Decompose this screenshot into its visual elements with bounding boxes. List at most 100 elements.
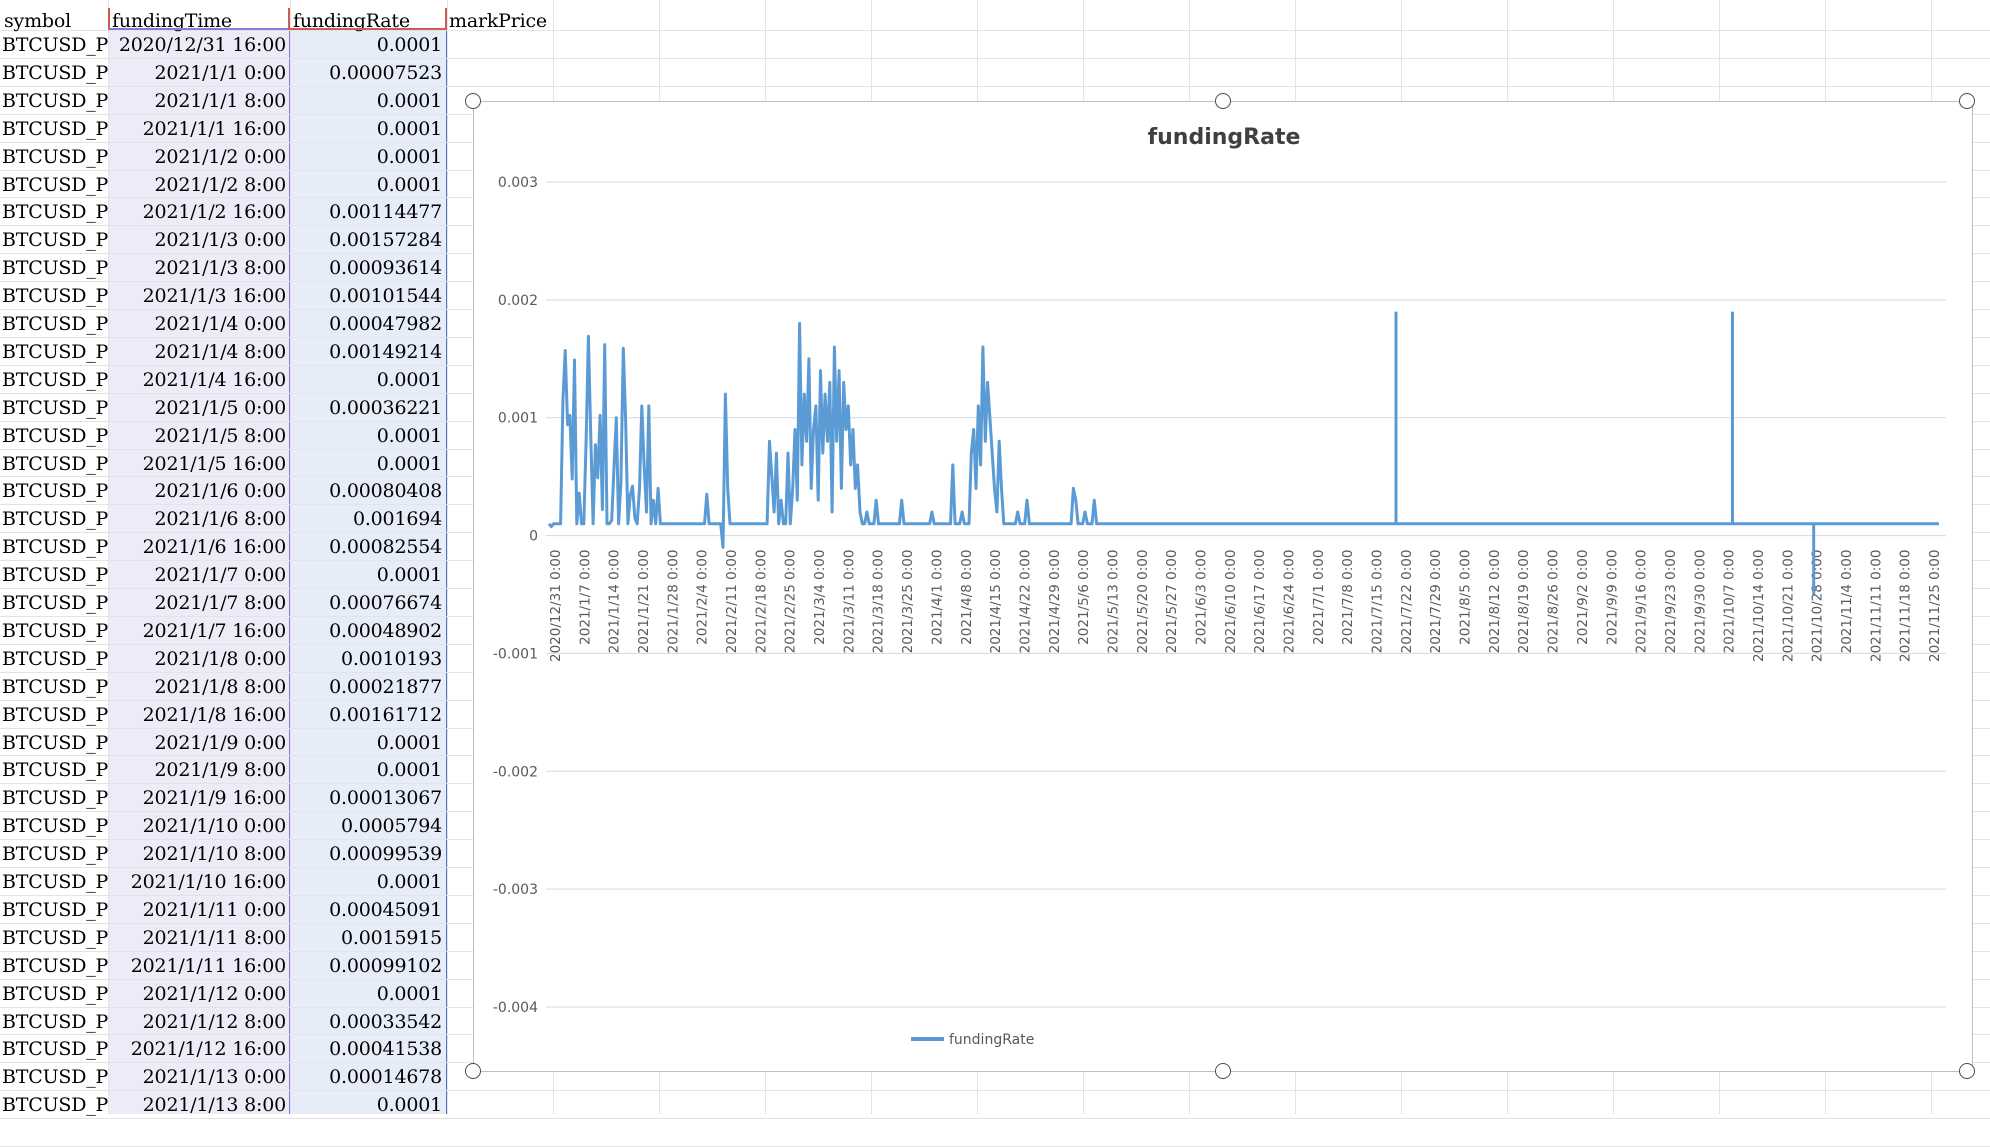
cell-symbol[interactable]: BTCUSD_PEI bbox=[2, 815, 108, 837]
cell-fundingtime[interactable]: 2021/1/2 8:00 bbox=[154, 174, 286, 196]
cell-fundingtime[interactable]: 2021/1/12 16:00 bbox=[130, 1038, 286, 1060]
cell-symbol[interactable]: BTCUSD_PEI bbox=[2, 1011, 108, 1033]
cell-fundingrate[interactable]: 0.0001 bbox=[376, 425, 442, 447]
cell-symbol[interactable]: BTCUSD_PEI bbox=[2, 620, 108, 642]
cell-fundingrate[interactable]: 0.0001 bbox=[376, 369, 442, 391]
header-cell-symbol[interactable]: symbol bbox=[4, 10, 71, 32]
cell-fundingrate[interactable]: 0.00048902 bbox=[329, 620, 442, 642]
header-cell-markprice[interactable]: markPrice bbox=[449, 10, 547, 32]
cell-fundingrate[interactable]: 0.00149214 bbox=[329, 341, 442, 363]
cell-fundingtime[interactable]: 2021/1/9 0:00 bbox=[154, 732, 286, 754]
cell-fundingrate[interactable]: 0.00157284 bbox=[329, 229, 442, 251]
cell-symbol[interactable]: BTCUSD_PEI bbox=[2, 34, 108, 56]
resize-handle-bottom[interactable] bbox=[1215, 1063, 1231, 1079]
cell-symbol[interactable]: BTCUSD_PEI bbox=[2, 759, 108, 781]
cell-fundingrate[interactable]: 0.0001 bbox=[376, 1094, 442, 1116]
cell-fundingtime[interactable]: 2021/1/3 8:00 bbox=[154, 257, 286, 279]
cell-fundingtime[interactable]: 2021/1/12 8:00 bbox=[142, 1011, 286, 1033]
cell-symbol[interactable]: BTCUSD_PEI bbox=[2, 536, 108, 558]
cell-symbol[interactable]: BTCUSD_PEI bbox=[2, 899, 108, 921]
cell-fundingtime[interactable]: 2021/1/2 16:00 bbox=[142, 201, 286, 223]
cell-symbol[interactable]: BTCUSD_PEI bbox=[2, 341, 108, 363]
cell-fundingtime[interactable]: 2021/1/9 16:00 bbox=[142, 787, 286, 809]
cell-fundingtime[interactable]: 2021/1/6 8:00 bbox=[154, 508, 286, 530]
cell-symbol[interactable]: BTCUSD_PEI bbox=[2, 1038, 108, 1060]
cell-fundingtime[interactable]: 2021/1/10 16:00 bbox=[130, 871, 286, 893]
cell-fundingrate[interactable]: 0.0001 bbox=[376, 174, 442, 196]
cell-symbol[interactable]: BTCUSD_PEI bbox=[2, 676, 108, 698]
cell-fundingrate[interactable]: 0.0001 bbox=[376, 759, 442, 781]
cell-fundingtime[interactable]: 2021/1/4 16:00 bbox=[142, 369, 286, 391]
cell-fundingtime[interactable]: 2021/1/5 8:00 bbox=[154, 425, 286, 447]
cell-symbol[interactable]: BTCUSD_PEI bbox=[2, 369, 108, 391]
cell-fundingrate[interactable]: 0.0015915 bbox=[341, 927, 442, 949]
cell-fundingtime[interactable]: 2021/1/4 8:00 bbox=[154, 341, 286, 363]
cell-symbol[interactable]: BTCUSD_PEI bbox=[2, 508, 108, 530]
cell-fundingrate[interactable]: 0.00033542 bbox=[329, 1011, 442, 1033]
cell-fundingtime[interactable]: 2021/1/11 0:00 bbox=[142, 899, 286, 921]
cell-symbol[interactable]: BTCUSD_PEI bbox=[2, 174, 108, 196]
cell-fundingrate[interactable]: 0.00047982 bbox=[329, 313, 442, 335]
cell-fundingrate[interactable]: 0.0001 bbox=[376, 732, 442, 754]
cell-fundingtime[interactable]: 2021/1/1 0:00 bbox=[154, 62, 286, 84]
resize-handle-top-right[interactable] bbox=[1959, 93, 1975, 109]
cell-fundingrate[interactable]: 0.0001 bbox=[376, 983, 442, 1005]
cell-symbol[interactable]: BTCUSD_PEI bbox=[2, 843, 108, 865]
cell-symbol[interactable]: BTCUSD_PEI bbox=[2, 592, 108, 614]
cell-fundingrate[interactable]: 0.0001 bbox=[376, 564, 442, 586]
cell-symbol[interactable]: BTCUSD_PEI bbox=[2, 704, 108, 726]
cell-fundingrate[interactable]: 0.00114477 bbox=[329, 201, 442, 223]
cell-fundingtime[interactable]: 2021/1/10 8:00 bbox=[142, 843, 286, 865]
cell-symbol[interactable]: BTCUSD_PEI bbox=[2, 201, 108, 223]
cell-fundingrate[interactable]: 0.0001 bbox=[376, 34, 442, 56]
cell-fundingtime[interactable]: 2021/1/12 0:00 bbox=[142, 983, 286, 1005]
cell-symbol[interactable]: BTCUSD_PEI bbox=[2, 285, 108, 307]
cell-symbol[interactable]: BTCUSD_PEI bbox=[2, 787, 108, 809]
cell-fundingtime[interactable]: 2021/1/11 8:00 bbox=[142, 927, 286, 949]
cell-symbol[interactable]: BTCUSD_PEI bbox=[2, 983, 108, 1005]
chart-legend[interactable]: fundingRate bbox=[911, 1032, 1034, 1048]
cell-fundingtime[interactable]: 2021/1/9 8:00 bbox=[154, 759, 286, 781]
cell-fundingtime[interactable]: 2021/1/4 0:00 bbox=[154, 313, 286, 335]
cell-fundingrate[interactable]: 0.0005794 bbox=[341, 815, 442, 837]
cell-symbol[interactable]: BTCUSD_PEI bbox=[2, 955, 108, 977]
cell-fundingtime[interactable]: 2021/1/1 8:00 bbox=[154, 90, 286, 112]
cell-symbol[interactable]: BTCUSD_PEI bbox=[2, 118, 108, 140]
resize-handle-bottom-right[interactable] bbox=[1959, 1063, 1975, 1079]
cell-fundingrate[interactable]: 0.00099539 bbox=[329, 843, 442, 865]
cell-symbol[interactable]: BTCUSD_PEI bbox=[2, 397, 108, 419]
cell-symbol[interactable]: BTCUSD_PEI bbox=[2, 927, 108, 949]
cell-fundingrate[interactable]: 0.0010193 bbox=[341, 648, 442, 670]
cell-fundingrate[interactable]: 0.00093614 bbox=[329, 257, 442, 279]
cell-symbol[interactable]: BTCUSD_PEI bbox=[2, 313, 108, 335]
cell-fundingrate[interactable]: 0.00021877 bbox=[329, 676, 442, 698]
cell-fundingtime[interactable]: 2021/1/8 16:00 bbox=[142, 704, 286, 726]
cell-fundingtime[interactable]: 2021/1/13 0:00 bbox=[142, 1066, 286, 1088]
cell-fundingtime[interactable]: 2021/1/3 16:00 bbox=[142, 285, 286, 307]
cell-fundingtime[interactable]: 2021/1/2 0:00 bbox=[154, 146, 286, 168]
header-cell-fundingtime[interactable]: fundingTime bbox=[112, 10, 232, 32]
cell-fundingrate[interactable]: 0.00082554 bbox=[329, 536, 442, 558]
cell-fundingtime[interactable]: 2021/1/8 8:00 bbox=[154, 676, 286, 698]
cell-symbol[interactable]: BTCUSD_PEI bbox=[2, 871, 108, 893]
cell-fundingrate[interactable]: 0.0001 bbox=[376, 871, 442, 893]
cell-fundingrate[interactable]: 0.0001 bbox=[376, 90, 442, 112]
cell-fundingtime[interactable]: 2021/1/7 16:00 bbox=[142, 620, 286, 642]
cell-symbol[interactable]: BTCUSD_PEI bbox=[2, 1066, 108, 1088]
cell-fundingrate[interactable]: 0.001694 bbox=[352, 508, 442, 530]
cell-fundingtime[interactable]: 2021/1/6 16:00 bbox=[142, 536, 286, 558]
cell-fundingtime[interactable]: 2021/1/5 16:00 bbox=[142, 453, 286, 475]
cell-fundingrate[interactable]: 0.00013067 bbox=[329, 787, 442, 809]
cell-fundingrate[interactable]: 0.00099102 bbox=[329, 955, 442, 977]
cell-fundingtime[interactable]: 2021/1/7 0:00 bbox=[154, 564, 286, 586]
cell-fundingtime[interactable]: 2021/1/10 0:00 bbox=[142, 815, 286, 837]
cell-fundingtime[interactable]: 2021/1/3 0:00 bbox=[154, 229, 286, 251]
cell-fundingtime[interactable]: 2021/1/1 16:00 bbox=[142, 118, 286, 140]
cell-fundingtime[interactable]: 2021/1/13 8:00 bbox=[142, 1094, 286, 1116]
cell-fundingtime[interactable]: 2021/1/7 8:00 bbox=[154, 592, 286, 614]
cell-fundingrate[interactable]: 0.00045091 bbox=[329, 899, 442, 921]
cell-fundingrate[interactable]: 0.00014678 bbox=[329, 1066, 442, 1088]
header-cell-fundingrate[interactable]: fundingRate bbox=[293, 10, 410, 32]
cell-fundingtime[interactable]: 2020/12/31 16:00 bbox=[118, 34, 286, 56]
cell-symbol[interactable]: BTCUSD_PEI bbox=[2, 229, 108, 251]
